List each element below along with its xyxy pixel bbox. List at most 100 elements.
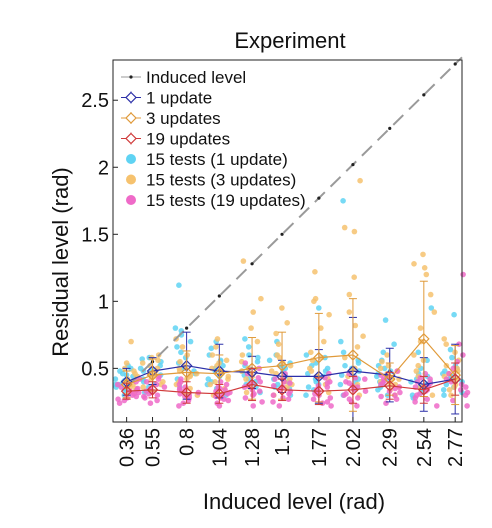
test-point: [384, 352, 390, 358]
test-point: [450, 397, 456, 404]
x-tick-label: 0.55: [143, 428, 165, 467]
test-point: [458, 387, 464, 393]
legend-diamond-marker: [125, 112, 137, 124]
test-point: [443, 341, 450, 348]
test-point: [223, 357, 230, 364]
test-point: [154, 397, 160, 404]
test-point: [324, 384, 331, 390]
y-tick-label: 0.5: [81, 358, 109, 380]
test-point: [279, 305, 285, 311]
x-tick-label: 2.77: [445, 428, 467, 467]
test-point: [417, 325, 424, 331]
mean-marker: [276, 383, 288, 396]
test-point: [455, 368, 461, 374]
test-point: [441, 392, 447, 399]
test-point: [346, 291, 353, 298]
test-point: [342, 362, 348, 369]
test-point: [139, 360, 146, 366]
test-point: [377, 365, 384, 372]
test-point: [441, 336, 448, 342]
x-axis-title: Induced level (rad): [203, 489, 385, 514]
test-point: [312, 295, 319, 302]
x-tick-label: 1.04: [209, 428, 231, 467]
test-point: [303, 392, 309, 399]
test-point: [285, 396, 292, 403]
test-point: [417, 375, 424, 381]
test-point: [248, 325, 254, 331]
test-point: [391, 341, 397, 348]
test-point: [179, 344, 186, 350]
test-point: [287, 380, 293, 386]
mean-marker: [213, 367, 226, 380]
test-point: [417, 384, 424, 390]
test-point: [275, 341, 282, 348]
test-point: [184, 352, 190, 358]
test-point: [213, 344, 219, 350]
induced-level-point: [388, 126, 392, 130]
legend-label: Induced level: [146, 68, 246, 87]
legend-label: 15 tests (3 updates): [146, 171, 296, 190]
test-point: [310, 396, 317, 403]
test-point: [176, 403, 182, 409]
test-point: [378, 393, 384, 400]
legend-item: 1 update: [121, 89, 212, 108]
legend-diamond-marker: [125, 132, 137, 145]
test-point: [242, 360, 249, 366]
test-point: [141, 393, 147, 400]
legend-item: 19 updates: [121, 130, 230, 149]
test-point: [187, 338, 194, 345]
test-point: [270, 383, 277, 389]
test-point: [221, 396, 227, 403]
test-point: [303, 352, 310, 358]
y-axis-title: Residual level (rad): [48, 167, 73, 357]
test-point: [270, 392, 277, 399]
test-point: [346, 396, 353, 403]
test-point: [308, 349, 314, 356]
test-point: [242, 395, 249, 401]
test-point: [259, 399, 265, 405]
x-tick-label: 2.02: [343, 428, 365, 467]
test-point: [213, 393, 219, 400]
test-point: [208, 345, 215, 352]
test-point: [381, 365, 388, 372]
test-point: [256, 365, 262, 372]
x-tick-label: 2.29: [380, 428, 402, 467]
test-point: [174, 344, 180, 350]
x-tick-label: 1.28: [242, 428, 264, 467]
test-point: [205, 376, 212, 382]
test-point: [321, 338, 327, 345]
x-tick-label: 0.36: [117, 428, 139, 467]
mean-marker: [417, 383, 430, 396]
test-point: [155, 357, 161, 364]
test-point: [382, 317, 389, 323]
legend-dot-marker: [126, 154, 136, 164]
test-point: [357, 177, 363, 184]
legend-diamond-marker: [125, 91, 137, 104]
test-point: [449, 354, 455, 361]
legend-label: 19 updates: [146, 130, 230, 149]
test-point: [447, 346, 454, 353]
test-point: [172, 325, 179, 331]
test-point: [338, 338, 344, 345]
induced-level-point: [185, 326, 189, 330]
test-point: [117, 368, 123, 374]
test-point: [362, 388, 369, 395]
test-point: [240, 258, 247, 264]
test-point: [442, 368, 448, 374]
test-point: [423, 271, 430, 278]
test-point: [385, 362, 392, 369]
x-tick-label: 1.5: [272, 428, 294, 456]
test-point: [143, 379, 150, 385]
test-point: [268, 368, 275, 374]
mean-marker: [383, 379, 396, 392]
test-point: [250, 392, 256, 399]
y-tick-label: 2: [98, 157, 109, 179]
test-point: [324, 380, 331, 386]
test-point: [411, 352, 417, 358]
test-point: [414, 392, 420, 399]
test-point: [243, 376, 249, 382]
test-point: [411, 261, 417, 267]
test-point: [360, 333, 366, 340]
test-point: [178, 349, 184, 356]
y-tick-label: 1: [98, 291, 109, 313]
